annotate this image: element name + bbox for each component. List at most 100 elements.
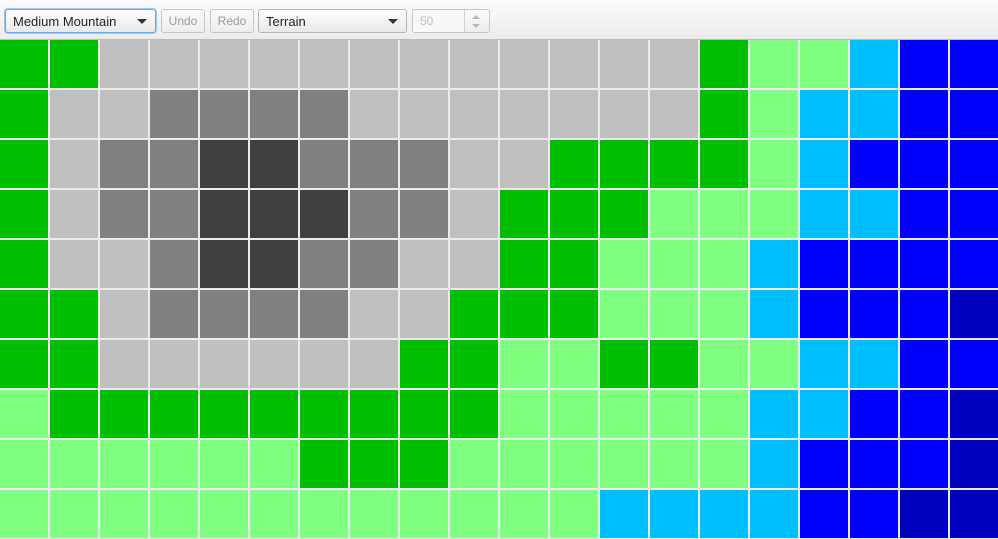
terrain-cell-r9-c2[interactable] (50, 440, 98, 488)
terrain-cell-r4-c7[interactable] (300, 190, 348, 238)
terrain-cell-r8-c9[interactable] (400, 390, 448, 438)
terrain-cell-r5-c4[interactable] (150, 240, 198, 288)
terrain-cell-r1-c17[interactable] (800, 40, 848, 88)
terrain-cell-r8-c16[interactable] (750, 390, 798, 438)
terrain-cell-r7-c17[interactable] (800, 340, 848, 388)
terrain-cell-r4-c6[interactable] (250, 190, 298, 238)
terrain-cell-r6-c12[interactable] (550, 290, 598, 338)
terrain-cell-r5-c11[interactable] (500, 240, 548, 288)
terrain-cell-r5-c19[interactable] (900, 240, 948, 288)
terrain-cell-r10-c11[interactable] (500, 490, 548, 538)
terrain-cell-r2-c13[interactable] (600, 90, 648, 138)
terrain-cell-r4-c9[interactable] (400, 190, 448, 238)
terrain-cell-r1-c6[interactable] (250, 40, 298, 88)
terrain-cell-r8-c18[interactable] (850, 390, 898, 438)
terrain-cell-r2-c19[interactable] (900, 90, 948, 138)
terrain-cell-r9-c11[interactable] (500, 440, 548, 488)
terrain-cell-r10-c15[interactable] (700, 490, 748, 538)
terrain-cell-r4-c20[interactable] (950, 190, 998, 238)
terrain-cell-r7-c20[interactable] (950, 340, 998, 388)
terrain-cell-r1-c16[interactable] (750, 40, 798, 88)
terrain-cell-r1-c7[interactable] (300, 40, 348, 88)
terrain-cell-r2-c9[interactable] (400, 90, 448, 138)
terrain-cell-r3-c9[interactable] (400, 140, 448, 188)
terrain-cell-r7-c14[interactable] (650, 340, 698, 388)
terrain-cell-r10-c3[interactable] (100, 490, 148, 538)
terrain-cell-r5-c10[interactable] (450, 240, 498, 288)
terrain-cell-r1-c11[interactable] (500, 40, 548, 88)
terrain-cell-r10-c4[interactable] (150, 490, 198, 538)
terrain-cell-r1-c20[interactable] (950, 40, 998, 88)
terrain-cell-r7-c11[interactable] (500, 340, 548, 388)
terrain-cell-r9-c1[interactable] (0, 440, 48, 488)
terrain-cell-r10-c9[interactable] (400, 490, 448, 538)
terrain-cell-r1-c18[interactable] (850, 40, 898, 88)
terrain-cell-r10-c12[interactable] (550, 490, 598, 538)
terrain-cell-r6-c6[interactable] (250, 290, 298, 338)
terrain-cell-r7-c8[interactable] (350, 340, 398, 388)
terrain-cell-r4-c2[interactable] (50, 190, 98, 238)
redo-button[interactable]: Redo (210, 9, 254, 33)
terrain-cell-r2-c15[interactable] (700, 90, 748, 138)
terrain-cell-r3-c20[interactable] (950, 140, 998, 188)
terrain-cell-r5-c12[interactable] (550, 240, 598, 288)
terrain-cell-r1-c15[interactable] (700, 40, 748, 88)
terrain-cell-r8-c20[interactable] (950, 390, 998, 438)
terrain-cell-r3-c14[interactable] (650, 140, 698, 188)
brush-size-value[interactable]: 50 (420, 14, 434, 28)
terrain-cell-r5-c6[interactable] (250, 240, 298, 288)
terrain-map-grid[interactable] (0, 40, 998, 539)
terrain-cell-r2-c3[interactable] (100, 90, 148, 138)
terrain-cell-r2-c2[interactable] (50, 90, 98, 138)
terrain-cell-r7-c10[interactable] (450, 340, 498, 388)
terrain-cell-r4-c13[interactable] (600, 190, 648, 238)
terrain-cell-r5-c7[interactable] (300, 240, 348, 288)
terrain-cell-r7-c5[interactable] (200, 340, 248, 388)
terrain-cell-r1-c13[interactable] (600, 40, 648, 88)
terrain-cell-r8-c17[interactable] (800, 390, 848, 438)
terrain-cell-r7-c4[interactable] (150, 340, 198, 388)
terrain-cell-r6-c11[interactable] (500, 290, 548, 338)
terrain-cell-r2-c20[interactable] (950, 90, 998, 138)
terrain-cell-r5-c8[interactable] (350, 240, 398, 288)
terrain-cell-r4-c1[interactable] (0, 190, 48, 238)
terrain-dropdown[interactable]: Terrain (258, 9, 407, 33)
terrain-cell-r4-c15[interactable] (700, 190, 748, 238)
terrain-cell-r9-c17[interactable] (800, 440, 848, 488)
terrain-cell-r4-c12[interactable] (550, 190, 598, 238)
terrain-cell-r6-c2[interactable] (50, 290, 98, 338)
terrain-cell-r5-c1[interactable] (0, 240, 48, 288)
arrow-up-icon[interactable] (472, 15, 480, 19)
terrain-cell-r3-c12[interactable] (550, 140, 598, 188)
terrain-cell-r1-c5[interactable] (200, 40, 248, 88)
terrain-cell-r3-c15[interactable] (700, 140, 748, 188)
terrain-cell-r8-c15[interactable] (700, 390, 748, 438)
terrain-cell-r6-c13[interactable] (600, 290, 648, 338)
terrain-cell-r1-c12[interactable] (550, 40, 598, 88)
terrain-cell-r10-c18[interactable] (850, 490, 898, 538)
terrain-cell-r6-c8[interactable] (350, 290, 398, 338)
terrain-cell-r10-c13[interactable] (600, 490, 648, 538)
terrain-cell-r3-c7[interactable] (300, 140, 348, 188)
terrain-cell-r4-c10[interactable] (450, 190, 498, 238)
terrain-cell-r4-c17[interactable] (800, 190, 848, 238)
terrain-cell-r8-c8[interactable] (350, 390, 398, 438)
terrain-cell-r10-c1[interactable] (0, 490, 48, 538)
terrain-cell-r9-c8[interactable] (350, 440, 398, 488)
terrain-cell-r6-c10[interactable] (450, 290, 498, 338)
terrain-cell-r8-c13[interactable] (600, 390, 648, 438)
undo-button[interactable]: Undo (161, 9, 205, 33)
terrain-cell-r1-c4[interactable] (150, 40, 198, 88)
terrain-cell-r7-c9[interactable] (400, 340, 448, 388)
terrain-cell-r10-c16[interactable] (750, 490, 798, 538)
terrain-cell-r1-c9[interactable] (400, 40, 448, 88)
terrain-cell-r10-c19[interactable] (900, 490, 948, 538)
terrain-cell-r5-c17[interactable] (800, 240, 848, 288)
terrain-cell-r9-c14[interactable] (650, 440, 698, 488)
terrain-cell-r1-c1[interactable] (0, 40, 48, 88)
terrain-cell-r2-c7[interactable] (300, 90, 348, 138)
terrain-cell-r3-c1[interactable] (0, 140, 48, 188)
terrain-cell-r9-c7[interactable] (300, 440, 348, 488)
terrain-cell-r6-c14[interactable] (650, 290, 698, 338)
terrain-cell-r7-c18[interactable] (850, 340, 898, 388)
